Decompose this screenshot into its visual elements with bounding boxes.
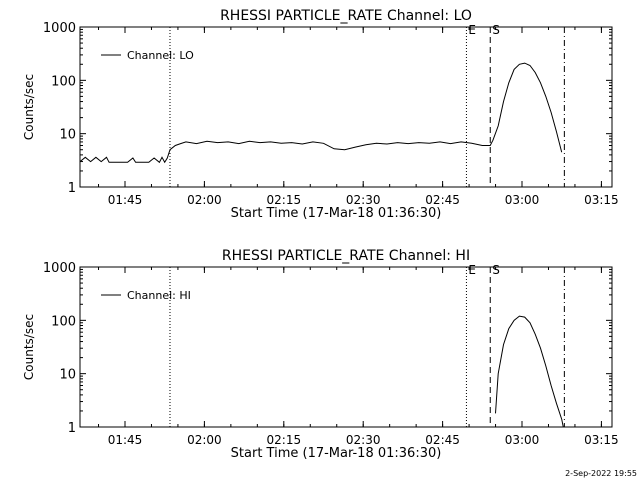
series-line <box>79 62 563 164</box>
x-axis-label: Start Time (17-Mar-18 01:36:30) <box>231 446 442 461</box>
x-tick-label: 02:15 <box>267 433 302 447</box>
y-tick-label: 100 <box>51 314 76 329</box>
chart-title: RHESSI PARTICLE_RATE Channel: LO <box>220 8 472 24</box>
event-marker-label: E <box>468 23 476 37</box>
x-tick-label: 01:45 <box>108 193 143 207</box>
y-axis-label: Counts/sec <box>22 74 36 140</box>
y-tick-label: 1000 <box>43 21 76 36</box>
x-tick-label: 01:45 <box>108 433 143 447</box>
x-tick-label: 02:00 <box>187 433 222 447</box>
legend-label: Channel: HI <box>127 289 191 302</box>
x-tick-label: 02:00 <box>187 193 222 207</box>
x-axis-label: Start Time (17-Mar-18 01:36:30) <box>231 206 442 221</box>
y-tick-label: 1 <box>68 421 76 436</box>
x-tick-label: 02:30 <box>346 433 381 447</box>
x-tick-label: 03:00 <box>505 193 540 207</box>
x-tick-label: 02:15 <box>267 193 302 207</box>
plot-frame <box>79 266 613 428</box>
chart-title: RHESSI PARTICLE_RATE Channel: HI <box>222 248 470 264</box>
y-tick-label: 100 <box>51 74 76 89</box>
x-tick-label: 02:45 <box>425 433 460 447</box>
y-axis-label: Counts/sec <box>22 314 36 380</box>
chart-panel-lo: RHESSI PARTICLE_RATE Channel: LO 01:45 02:… <box>22 8 619 221</box>
plot-frame <box>79 26 613 188</box>
chart-panel-hi: RHESSI PARTICLE_RATE Channel: HI 01:45 02:… <box>22 248 619 461</box>
y-tick-label: 10 <box>59 368 76 383</box>
footer-timestamp: 2-Sep-2022 19:55 <box>565 469 637 478</box>
x-tick-label: 02:30 <box>346 193 381 207</box>
x-tick-label: 03:15 <box>584 433 619 447</box>
x-tick-label: 03:15 <box>584 193 619 207</box>
legend-label: Channel: LO <box>127 49 194 62</box>
y-tick-label: 10 <box>59 128 76 143</box>
series-line <box>495 315 564 428</box>
x-tick-label: 03:00 <box>505 433 540 447</box>
y-tick-label: 1000 <box>43 261 76 276</box>
event-marker-label: S <box>492 23 500 37</box>
x-tick-label: 02:45 <box>425 193 460 207</box>
y-tick-label: 1 <box>68 181 76 196</box>
event-marker-label: S <box>492 263 500 277</box>
event-marker-label: E <box>468 263 476 277</box>
